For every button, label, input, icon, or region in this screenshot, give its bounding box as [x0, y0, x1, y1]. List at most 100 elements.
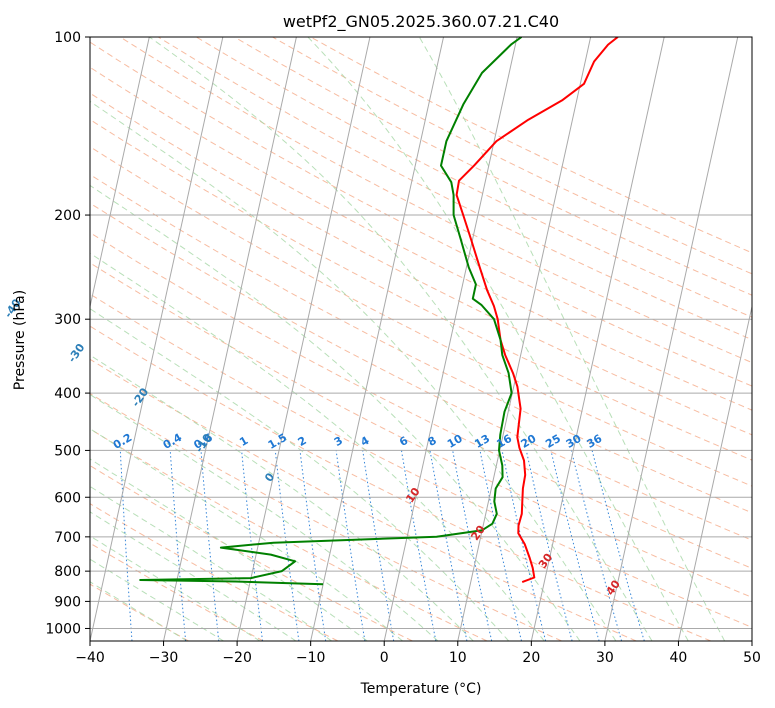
moist-adiabat	[149, 37, 653, 641]
mixing-ratio-line	[550, 450, 600, 641]
y-tick-label: 900	[54, 594, 81, 610]
dry-adiabat	[90, 503, 339, 641]
dry-adiabat	[90, 173, 752, 514]
y-tick-label: 600	[54, 490, 81, 506]
mixing-ratio-label: 16	[494, 432, 514, 451]
y-tick-label: 1000	[45, 621, 81, 637]
isotherm-gridline	[90, 37, 150, 309]
dry-adiabat	[90, 465, 413, 641]
mixing-ratio-label: 25	[543, 432, 563, 451]
dry-adiabat	[90, 118, 752, 461]
mixing-ratio-label: 0.2	[111, 431, 134, 452]
y-tick-label: 500	[54, 443, 81, 459]
temperature-line	[455, 37, 619, 584]
moist-adiabat	[90, 458, 368, 641]
mixing-ratio-label: 3	[332, 434, 345, 449]
isotherm-gridline	[236, 37, 371, 641]
y-tick-label: 200	[54, 208, 81, 224]
mixing-ratio-label: 20	[519, 432, 539, 451]
dry-adiabat	[90, 202, 752, 541]
mixing-ratio-line	[501, 450, 547, 641]
series-layer	[139, 37, 619, 586]
moist-adiabat	[90, 428, 403, 641]
isotherm-label: -10	[193, 431, 215, 455]
isotherm-gridline	[163, 37, 297, 641]
isotherm-gridline	[677, 304, 752, 641]
dry-adiabat	[90, 583, 189, 641]
x-tick-label: 50	[743, 650, 761, 666]
moist-adiabat	[90, 581, 188, 641]
mixing-ratio-label: 10	[445, 432, 465, 451]
background-lines	[90, 37, 752, 641]
mixing-ratio-label: 0.4	[161, 431, 185, 452]
mixing-ratio-line	[200, 450, 220, 641]
dry-adiabat	[90, 146, 752, 487]
mixing-ratio-line	[525, 450, 573, 641]
dry-adiabat	[90, 542, 264, 641]
mixing-ratio-label: 4	[358, 434, 371, 449]
y-tick-label: 700	[54, 530, 81, 546]
isotherm-gridline	[457, 37, 592, 641]
moist-adiabat	[90, 308, 510, 641]
mixing-ratio-label: 36	[584, 432, 604, 451]
moist-adiabat	[90, 100, 617, 641]
dry-adiabat	[196, 37, 752, 318]
plot-frame	[89, 36, 753, 642]
mixing-ratio-line	[591, 450, 645, 641]
mixing-ratio-line	[335, 450, 366, 641]
x-tick-label: 20	[522, 650, 540, 666]
dry-adiabat	[119, 37, 752, 364]
x-tick-label: −40	[75, 650, 105, 666]
moist-adiabat	[90, 354, 474, 641]
x-tick-label: 10	[449, 650, 467, 666]
mixing-ratio-line	[452, 450, 493, 641]
isotherm-gridline	[310, 37, 445, 641]
y-axis-title: Pressure (hPa)	[12, 290, 28, 390]
y-axis: 100 200 300 400 500 600 700 800 900 1000	[45, 30, 90, 637]
moist-adiabat	[90, 558, 224, 641]
isotherm-gridline	[604, 37, 739, 641]
y-tick-label: 400	[54, 386, 81, 402]
mixing-ratio-line	[169, 450, 187, 641]
dry-adiabat	[90, 92, 752, 436]
moist-adiabat	[418, 37, 726, 641]
moist-adiabat	[90, 511, 297, 641]
mixing-ratio-line	[570, 450, 623, 641]
mixing-ratio-label: 30	[564, 432, 584, 451]
mixing-ratio-label: 2	[296, 434, 309, 449]
isotherm-gridline	[90, 37, 224, 641]
dry-adiabat	[157, 37, 752, 341]
isotherm-label: -20	[129, 385, 151, 409]
isotherm-gridline	[383, 37, 518, 641]
mixing-ratio-line	[362, 450, 395, 641]
dry-adiabat	[310, 37, 752, 254]
isotherm-label: 40	[604, 577, 624, 597]
isotherm-label: 20	[469, 523, 489, 543]
mixing-ratio-line	[429, 450, 468, 641]
x-tick-label: 40	[670, 650, 688, 666]
moist-adiabat	[90, 485, 332, 641]
mixing-ratio-line	[274, 450, 300, 641]
isotherm-label: -30	[65, 341, 87, 365]
mixing-ratio-line	[401, 450, 437, 641]
x-tick-label: −30	[149, 650, 179, 666]
moist-adiabat	[90, 184, 581, 641]
dry-adiabat	[90, 358, 637, 641]
y-tick-label: 800	[54, 564, 81, 580]
mixing-ratio-label: 8	[426, 434, 439, 449]
dry-adiabat	[90, 262, 752, 598]
moist-adiabat	[90, 393, 439, 641]
isotherm-gridline	[530, 37, 665, 641]
isotherm-gridline	[751, 638, 752, 641]
isotherm-label: 30	[536, 551, 556, 571]
mixing-ratio-line	[479, 450, 522, 641]
moist-adiabat	[90, 252, 545, 641]
dry-adiabat	[90, 41, 752, 387]
grid	[90, 37, 752, 641]
x-tick-label: 30	[596, 650, 614, 666]
y-tick-label: 100	[54, 30, 81, 46]
x-axis: −40 −30 −20 −10 0 10 20 30 40 50	[75, 641, 761, 666]
chart-title: wetPf2_GN05.2025.360.07.21.C40	[283, 12, 559, 32]
x-tick-label: −10	[296, 650, 326, 666]
